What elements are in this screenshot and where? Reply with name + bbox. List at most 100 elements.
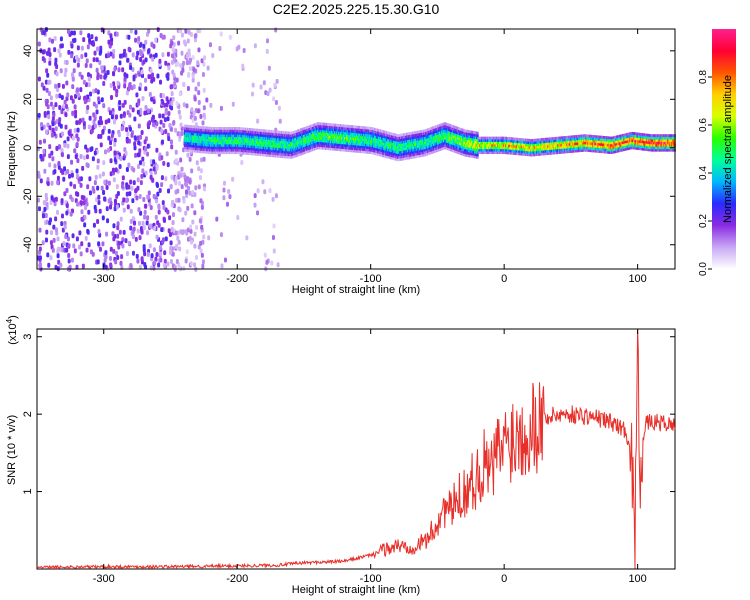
spectrogram-cell bbox=[438, 141, 440, 145]
spectrogram-cell bbox=[362, 150, 364, 154]
spectrogram-cell bbox=[256, 145, 259, 149]
spectrogram-cell bbox=[197, 184, 201, 190]
spectrogram-cell bbox=[389, 148, 391, 152]
spectrogram-cell bbox=[74, 154, 78, 160]
spectrogram-cell bbox=[290, 151, 293, 154]
spectrogram-cell bbox=[418, 137, 420, 141]
spectrogram-cell bbox=[348, 139, 351, 143]
spectrogram-cell bbox=[405, 152, 407, 156]
spectrogram-cell bbox=[175, 244, 179, 250]
spectrogram-cell bbox=[129, 208, 133, 214]
spectrogram-cell bbox=[234, 134, 237, 138]
spectrogram-cell bbox=[131, 52, 135, 58]
spectrogram-cell bbox=[367, 148, 369, 152]
spectrogram-cell bbox=[384, 152, 386, 156]
spectrogram-cell bbox=[414, 133, 416, 137]
spectrogram-cell bbox=[346, 124, 349, 128]
spectrogram-cell bbox=[293, 154, 296, 158]
spectrogram-cell bbox=[302, 144, 305, 148]
spectrogram-cell bbox=[522, 148, 524, 151]
spectrogram-cell bbox=[352, 130, 355, 134]
spectrogram-cell bbox=[261, 146, 264, 150]
spectrogram-cell bbox=[404, 140, 406, 144]
spectrogram-cell bbox=[450, 143, 452, 147]
spectrogram-cell bbox=[284, 138, 287, 142]
spectrogram-cell bbox=[212, 126, 215, 130]
spectrogram-cell bbox=[342, 146, 345, 150]
spectrogram-cell bbox=[418, 135, 420, 139]
spectrogram-cell bbox=[59, 68, 63, 74]
spectrogram-cell bbox=[431, 129, 433, 133]
spectrogram-cell bbox=[211, 143, 214, 147]
spectrogram-cell bbox=[492, 136, 494, 140]
spectrogram-cell bbox=[219, 126, 222, 130]
spectrogram-cell bbox=[358, 145, 360, 149]
spectrogram-cell bbox=[457, 131, 459, 135]
spectrogram-cell bbox=[287, 138, 290, 142]
spectrogram-cell bbox=[239, 146, 242, 150]
spectrogram-cell bbox=[413, 143, 415, 147]
spectrogram-cell bbox=[219, 136, 222, 140]
spectrogram-cell bbox=[199, 240, 203, 246]
spectrogram-cell bbox=[287, 155, 290, 159]
spectrogram-cell bbox=[482, 146, 484, 150]
spectrogram-cell bbox=[354, 147, 357, 151]
spectrogram-cell bbox=[396, 148, 398, 152]
spectrogram-cell bbox=[435, 149, 437, 153]
spectrogram-cell bbox=[233, 146, 236, 150]
spectrogram-cell bbox=[270, 139, 273, 143]
spectrogram-cell bbox=[490, 151, 492, 155]
spectrogram-cell bbox=[378, 141, 380, 144]
spectrogram-cell bbox=[474, 150, 476, 154]
spectrogram-cell bbox=[189, 137, 192, 141]
spectrogram-cell bbox=[294, 132, 297, 136]
spectrogram-cell bbox=[193, 210, 197, 216]
spectrogram-cell bbox=[323, 125, 326, 128]
spectrogram-cell bbox=[525, 153, 527, 156]
spectrogram-cell bbox=[360, 138, 362, 141]
spectrogram-cell bbox=[373, 144, 375, 148]
spectrogram-cell bbox=[365, 143, 367, 147]
spectrogram-cell bbox=[387, 133, 389, 137]
spectrogram-cell bbox=[284, 150, 287, 154]
spectrogram-cell bbox=[436, 125, 438, 128]
spectrogram-cell bbox=[73, 104, 77, 110]
spectrogram-cell bbox=[339, 126, 342, 130]
spectrogram-cell bbox=[515, 147, 517, 151]
spectrogram-cell bbox=[368, 126, 370, 130]
spectrogram-cell bbox=[227, 129, 230, 133]
spectrogram-cell bbox=[440, 138, 442, 141]
spectrogram-cell bbox=[320, 139, 323, 143]
spectrogram-cell bbox=[203, 145, 206, 149]
spectrogram-cell bbox=[400, 150, 402, 154]
spectrogram-cell bbox=[98, 60, 102, 66]
spectrogram-cell bbox=[83, 214, 87, 220]
spectrogram-cell bbox=[351, 144, 354, 148]
spectrogram-cell bbox=[306, 138, 309, 141]
spectrogram-cell bbox=[415, 155, 417, 159]
spectrogram-cell bbox=[321, 122, 324, 126]
spectrogram-cell bbox=[394, 155, 396, 158]
spectrogram-cell bbox=[227, 188, 231, 194]
spectrogram-cell bbox=[522, 145, 524, 149]
spectrogram-cell bbox=[127, 34, 131, 40]
spectrogram-cell bbox=[376, 135, 378, 139]
spectrogram-cell bbox=[323, 132, 326, 136]
spectrogram-cell bbox=[80, 45, 84, 51]
spectrogram-cell bbox=[216, 151, 219, 155]
spectrogram-cell bbox=[336, 145, 339, 149]
spectrogram-cell bbox=[381, 149, 383, 153]
spectrogram-cell bbox=[205, 126, 208, 130]
spectrogram-cell bbox=[369, 146, 371, 150]
spectrogram-cell bbox=[172, 72, 176, 78]
spectrogram-cell bbox=[288, 141, 291, 145]
spectrogram-cell bbox=[184, 129, 187, 133]
spectrogram-cell bbox=[486, 141, 488, 145]
spectrogram-cell bbox=[60, 109, 64, 115]
spectrogram-cell bbox=[209, 141, 212, 145]
spectrogram-cell bbox=[136, 177, 140, 183]
spectrogram-cell bbox=[95, 109, 99, 115]
spectrogram-cell bbox=[151, 114, 155, 120]
spectrogram-cell bbox=[429, 130, 431, 133]
spectrogram-cell bbox=[436, 127, 438, 131]
